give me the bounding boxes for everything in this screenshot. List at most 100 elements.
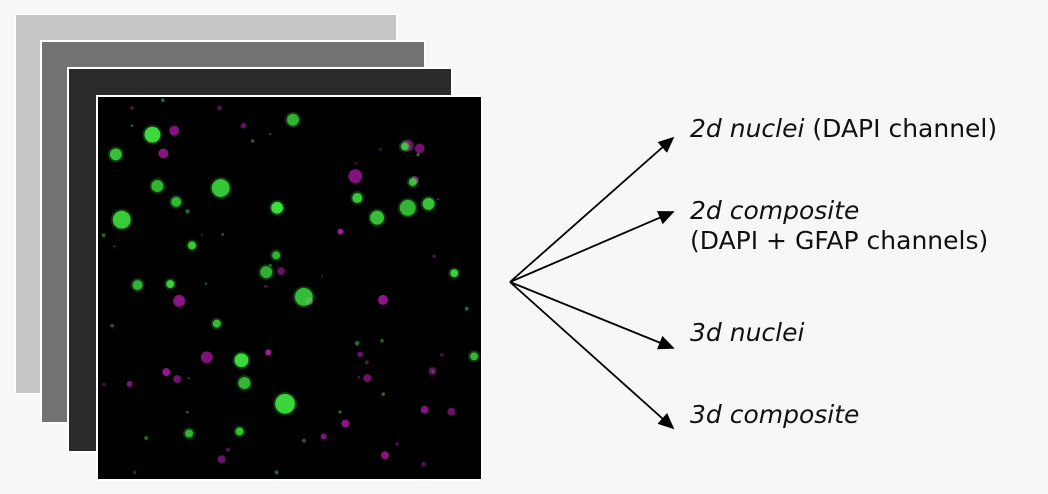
debris-speck bbox=[251, 139, 255, 143]
debris-speck bbox=[302, 438, 306, 443]
output-note: (DAPI channel) bbox=[804, 114, 998, 143]
dapi-nucleus bbox=[109, 148, 122, 161]
debris-speck bbox=[357, 375, 361, 379]
dapi-nucleus bbox=[144, 126, 161, 143]
gfap-cell bbox=[348, 169, 363, 184]
debris-speck bbox=[437, 198, 440, 201]
debris-speck bbox=[274, 470, 279, 475]
gfap-cell bbox=[320, 433, 327, 440]
dapi-nucleus bbox=[234, 353, 249, 368]
dapi-nucleus bbox=[185, 429, 194, 438]
debris-speck bbox=[269, 263, 272, 267]
arrow-to-2d-composite bbox=[509, 211, 675, 283]
cell-fluorescence-image bbox=[101, 98, 481, 475]
arrow-to-2d-nuclei bbox=[509, 136, 675, 283]
dapi-nucleus bbox=[352, 192, 363, 203]
gfap-cell bbox=[277, 267, 286, 276]
debris-speck bbox=[364, 360, 369, 365]
dapi-nucleus bbox=[151, 180, 164, 193]
dapi-nucleus bbox=[211, 179, 230, 197]
output-label-2d-composite: 2d composite (DAPI + GFAP channels) bbox=[690, 196, 988, 256]
gfap-cell bbox=[162, 368, 171, 377]
debris-speck bbox=[144, 436, 149, 441]
debris-speck bbox=[395, 442, 399, 446]
gfap-cell bbox=[420, 405, 429, 414]
gfap-cell bbox=[240, 122, 247, 129]
dapi-nucleus bbox=[271, 201, 284, 214]
gfap-cell bbox=[357, 351, 364, 358]
gfap-cell bbox=[158, 148, 169, 159]
gfap-cell bbox=[381, 451, 389, 460]
gfap-cell bbox=[217, 455, 226, 464]
debris-speck bbox=[221, 233, 224, 236]
gfap-cell bbox=[173, 375, 182, 384]
debris-speck bbox=[432, 254, 436, 259]
dapi-nucleus bbox=[212, 319, 221, 328]
debris-speck bbox=[186, 411, 189, 414]
debris-speck bbox=[381, 392, 386, 396]
debris-speck bbox=[354, 162, 357, 165]
dapi-nucleus bbox=[275, 393, 295, 414]
output-label-3d-nuclei: 3d nuclei bbox=[690, 318, 804, 348]
dapi-nucleus bbox=[450, 269, 459, 278]
microscopy-image-front bbox=[96, 95, 483, 481]
debris-speck bbox=[204, 282, 208, 285]
debris-speck bbox=[269, 132, 272, 136]
arrow-to-3d-composite bbox=[509, 281, 675, 430]
gfap-cell bbox=[363, 374, 372, 383]
dapi-nucleus bbox=[188, 241, 196, 250]
output-name: 3d nuclei bbox=[690, 318, 805, 347]
debris-speck bbox=[225, 447, 231, 452]
debris-speck bbox=[101, 233, 106, 238]
debris-speck bbox=[380, 338, 384, 343]
debris-speck bbox=[200, 234, 203, 237]
debris-speck bbox=[416, 153, 420, 157]
output-name: 2d nuclei bbox=[690, 114, 805, 143]
dapi-nucleus bbox=[166, 280, 175, 288]
output-label-2d-nuclei: 2d nuclei (DAPI channel) bbox=[690, 114, 997, 144]
debris-speck bbox=[217, 105, 222, 111]
dapi-nucleus bbox=[171, 196, 182, 207]
dapi-nucleus bbox=[422, 197, 435, 210]
dapi-nucleus bbox=[400, 142, 409, 151]
dapi-nucleus bbox=[294, 288, 313, 306]
debris-speck bbox=[379, 148, 382, 151]
output-label-3d-composite: 3d composite bbox=[690, 400, 859, 430]
dapi-nucleus bbox=[260, 266, 273, 279]
arrow-to-3d-nuclei bbox=[509, 281, 675, 350]
debris-speck bbox=[102, 382, 106, 387]
dapi-nucleus bbox=[470, 352, 479, 361]
output-name: 3d composite bbox=[690, 400, 860, 429]
debris-speck bbox=[132, 470, 137, 475]
debris-speck bbox=[264, 284, 268, 289]
dapi-nucleus bbox=[408, 178, 417, 187]
dapi-nucleus bbox=[238, 377, 251, 389]
debris-speck bbox=[185, 209, 190, 214]
debris-speck bbox=[130, 124, 134, 127]
dapi-nucleus bbox=[287, 113, 299, 126]
gfap-cell bbox=[341, 419, 350, 428]
debris-speck bbox=[440, 353, 444, 357]
dapi-nucleus bbox=[235, 427, 244, 436]
dapi-nucleus bbox=[112, 210, 131, 229]
gfap-cell bbox=[265, 349, 272, 356]
gfap-cell bbox=[169, 125, 180, 136]
gfap-cell bbox=[447, 407, 456, 416]
debris-speck bbox=[320, 275, 324, 278]
output-note: (DAPI + GFAP channels) bbox=[690, 226, 989, 255]
dapi-nucleus bbox=[272, 251, 281, 260]
gfap-cell bbox=[337, 228, 344, 235]
dapi-nucleus bbox=[399, 199, 416, 216]
debris-speck bbox=[431, 370, 434, 373]
debris-speck bbox=[187, 376, 191, 380]
dapi-nucleus bbox=[132, 280, 143, 290]
debris-speck bbox=[160, 98, 165, 103]
debris-speck bbox=[464, 306, 469, 311]
debris-speck bbox=[112, 244, 116, 248]
gfap-cell bbox=[200, 351, 213, 364]
output-name: 2d composite bbox=[690, 196, 860, 225]
gfap-cell bbox=[378, 294, 388, 305]
debris-speck bbox=[354, 340, 360, 346]
debris-speck bbox=[110, 324, 114, 328]
debris-speck bbox=[338, 410, 342, 414]
